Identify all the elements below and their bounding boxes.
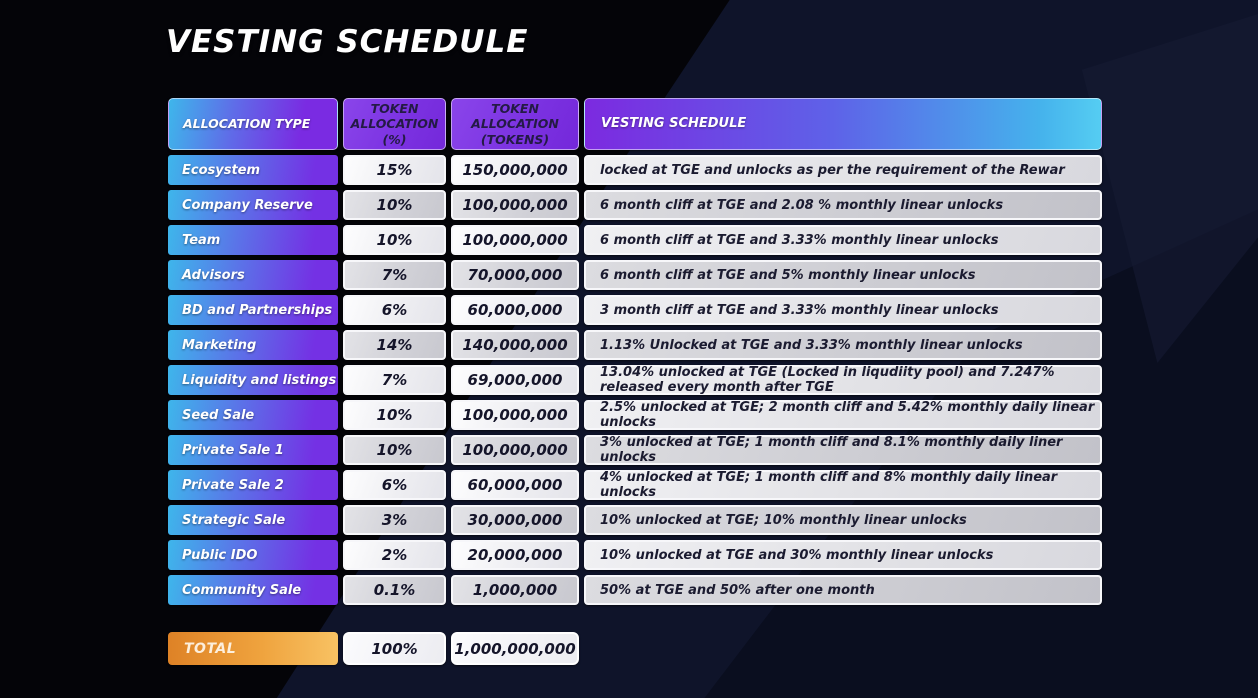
total-pct-cell: 100%: [343, 632, 446, 665]
row-pct-cell: 7%: [343, 365, 446, 395]
row-label: BD and Partnerships: [168, 295, 338, 325]
row-tokens-cell: 100,000,000: [451, 435, 579, 465]
row-pct-cell: 10%: [343, 225, 446, 255]
row-vesting-cell: 4% unlocked at TGE; 1 month cliff and 8%…: [584, 470, 1102, 500]
total-tokens-cell: 1,000,000,000: [451, 632, 579, 665]
row-pct-cell: 7%: [343, 260, 446, 290]
header-vesting-schedule: VESTING SCHEDULE: [584, 98, 1102, 150]
row-label: Ecosystem: [168, 155, 338, 185]
row-tokens-cell: 70,000,000: [451, 260, 579, 290]
row-tokens-cell: 1,000,000: [451, 575, 579, 605]
page-title: VESTING SCHEDULE: [166, 24, 529, 60]
row-pct-cell: 6%: [343, 470, 446, 500]
row-pct-cell: 10%: [343, 435, 446, 465]
row-vesting-cell: 13.04% unlocked at TGE (Locked in liqudi…: [584, 365, 1102, 395]
row-pct-cell: 0.1%: [343, 575, 446, 605]
row-pct-cell: 14%: [343, 330, 446, 360]
row-tokens-cell: 20,000,000: [451, 540, 579, 570]
row-tokens-cell: 100,000,000: [451, 190, 579, 220]
row-tokens-cell: 140,000,000: [451, 330, 579, 360]
row-vesting-cell: 6 month cliff at TGE and 3.33% monthly l…: [584, 225, 1102, 255]
header-token-allocation-tokens: TOKEN ALLOCATION (TOKENS): [451, 98, 579, 150]
header-allocation-type: ALLOCATION TYPE: [168, 98, 338, 150]
row-label: Advisors: [168, 260, 338, 290]
row-pct-cell: 3%: [343, 505, 446, 535]
row-vesting-cell: 10% unlocked at TGE and 30% monthly line…: [584, 540, 1102, 570]
row-label: Community Sale: [168, 575, 338, 605]
row-pct-cell: 6%: [343, 295, 446, 325]
row-vesting-cell: 3% unlocked at TGE; 1 month cliff and 8.…: [584, 435, 1102, 465]
row-tokens-cell: 100,000,000: [451, 225, 579, 255]
row-label: Private Sale 2: [168, 470, 338, 500]
row-vesting-cell: 6 month cliff at TGE and 5% monthly line…: [584, 260, 1102, 290]
row-vesting-cell: 3 month cliff at TGE and 3.33% monthly l…: [584, 295, 1102, 325]
row-tokens-cell: 100,000,000: [451, 400, 579, 430]
row-vesting-cell: 50% at TGE and 50% after one month: [584, 575, 1102, 605]
row-vesting-cell: 6 month cliff at TGE and 2.08 % monthly …: [584, 190, 1102, 220]
row-tokens-cell: 150,000,000: [451, 155, 579, 185]
row-tokens-cell: 60,000,000: [451, 295, 579, 325]
vesting-table: ALLOCATION TYPE TOKEN ALLOCATION (%) TOK…: [168, 98, 1102, 605]
row-label: Seed Sale: [168, 400, 338, 430]
row-tokens-cell: 69,000,000: [451, 365, 579, 395]
row-pct-cell: 15%: [343, 155, 446, 185]
row-vesting-cell: 2.5% unlocked at TGE; 2 month cliff and …: [584, 400, 1102, 430]
header-token-allocation-pct: TOKEN ALLOCATION (%): [343, 98, 446, 150]
row-tokens-cell: 30,000,000: [451, 505, 579, 535]
row-label: Strategic Sale: [168, 505, 338, 535]
row-label: Private Sale 1: [168, 435, 338, 465]
row-pct-cell: 2%: [343, 540, 446, 570]
row-vesting-cell: 10% unlocked at TGE; 10% monthly linear …: [584, 505, 1102, 535]
row-label: Marketing: [168, 330, 338, 360]
row-label: Team: [168, 225, 338, 255]
row-vesting-cell: locked at TGE and unlocks as per the req…: [584, 155, 1102, 185]
total-label: TOTAL: [168, 632, 338, 665]
row-pct-cell: 10%: [343, 190, 446, 220]
row-pct-cell: 10%: [343, 400, 446, 430]
row-label: Liquidity and listings: [168, 365, 338, 395]
row-vesting-cell: 1.13% Unlocked at TGE and 3.33% monthly …: [584, 330, 1102, 360]
row-label: Public IDO: [168, 540, 338, 570]
row-label: Company Reserve: [168, 190, 338, 220]
row-tokens-cell: 60,000,000: [451, 470, 579, 500]
total-row: TOTAL 100% 1,000,000,000: [168, 632, 579, 665]
